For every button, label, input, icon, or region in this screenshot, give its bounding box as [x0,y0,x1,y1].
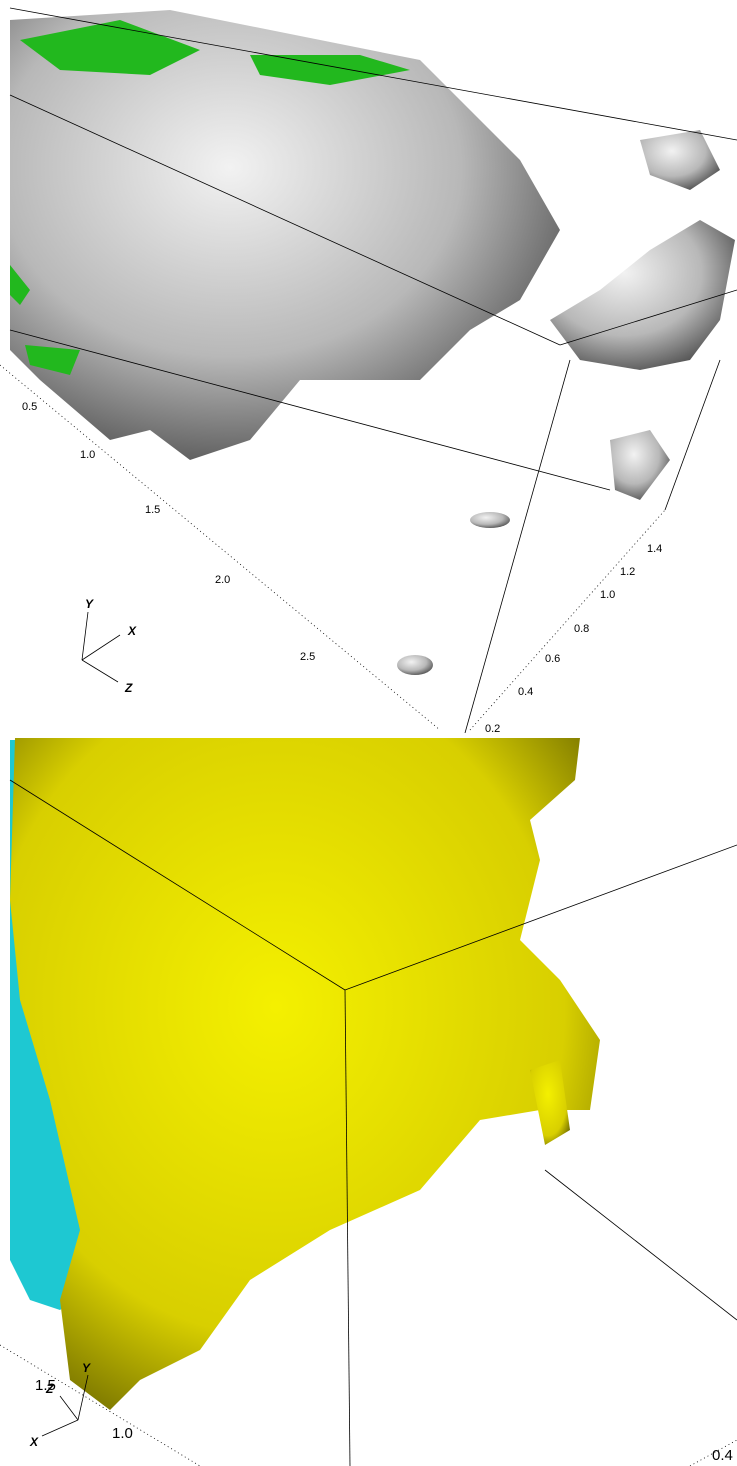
axis-label: 2.0 [215,574,230,586]
box-edge [545,1170,737,1320]
axis-label: 1.5 [145,504,160,516]
box-edge [665,360,720,510]
axis-label: 1.0 [112,1425,133,1442]
triad-label: X [29,1435,39,1449]
axis-label: 0.4 [712,1447,733,1464]
isosurface-grey [397,655,433,675]
triad-label: Y [85,597,94,611]
triad-label: Z [45,1382,54,1396]
isosurface-grey [470,512,510,528]
axis-label: 0.8 [574,623,589,635]
bottom-panel: 1.5 1.0 0.4 Y Z X [0,738,737,1466]
isosurface-grey [640,130,720,190]
axis-label: 1.4 [647,543,662,555]
triad-label: X [127,624,137,638]
triad-label: Z [124,681,133,695]
axis [470,510,665,730]
axis-label: 1.2 [620,566,635,578]
axis-label: 0.6 [545,653,560,665]
page: 0.5 1.0 1.5 2.0 2.5 1.4 1.2 1.0 0.8 0.6 … [0,0,737,1466]
isosurface-yellow [10,738,600,1410]
triad [82,612,120,682]
axis-label: 2.5 [300,651,315,663]
isosurface-grey [610,430,670,500]
triad-label: Y [82,1361,91,1375]
top-panel: 0.5 1.0 1.5 2.0 2.5 1.4 1.2 1.0 0.8 0.6 … [0,8,737,735]
axis-label: 1.0 [80,449,95,461]
axis-label: 0.5 [22,401,37,413]
isosurface-grey [550,220,735,370]
axis-label: 1.0 [600,589,615,601]
axis-label: 0.4 [518,686,533,698]
box-edge [465,360,570,733]
